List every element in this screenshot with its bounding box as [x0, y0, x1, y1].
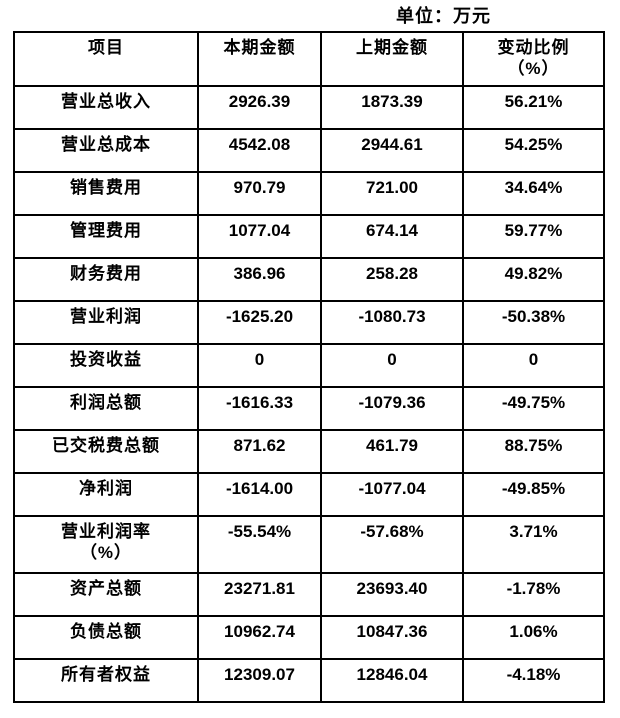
- row-current-value: 23271.81: [197, 572, 322, 617]
- row-previous-value: -57.68%: [320, 515, 464, 574]
- row-previous-value: 721.00: [320, 171, 464, 216]
- item-text: 投资收益: [70, 350, 142, 369]
- table-row-admin-expense: 管理费用 1077.04 674.14 59.77%: [13, 214, 605, 259]
- table-row-selling-expense: 销售费用 970.79 721.00 34.64%: [13, 171, 605, 216]
- item-text: 利润总额: [70, 393, 142, 412]
- row-previous-value: 674.14: [320, 214, 464, 259]
- row-item-label: 营业总收入: [13, 85, 199, 130]
- header-item: 项目: [13, 31, 199, 87]
- table-row-operating-profit: 营业利润 -1625.20 -1080.73 -50.38%: [13, 300, 605, 345]
- table-row-investment-income: 投资收益 0 0 0: [13, 343, 605, 388]
- row-current-value: 12309.07: [197, 658, 322, 703]
- row-previous-value: 10847.36: [320, 615, 464, 660]
- row-previous-value: 0: [320, 343, 464, 388]
- table-row-owners-equity: 所有者权益 12309.07 12846.04 -4.18%: [13, 658, 605, 703]
- row-item-label: 营业总成本: [13, 128, 199, 173]
- table-row-taxes-paid: 已交税费总额 871.62 461.79 88.75%: [13, 429, 605, 474]
- row-current-value: -55.54%: [197, 515, 322, 574]
- item-text: 营业利润率: [61, 522, 151, 541]
- row-change-value: 88.75%: [462, 429, 605, 474]
- row-current-value: 2926.39: [197, 85, 322, 130]
- item-text: 营业利润: [70, 307, 142, 326]
- row-item-label: 负债总额: [13, 615, 199, 660]
- row-item-label: 净利润: [13, 472, 199, 517]
- row-item-label: 利润总额: [13, 386, 199, 431]
- header-change-label-line2: （%）: [507, 59, 560, 78]
- header-change-ratio: 变动比例 （%）: [462, 31, 605, 87]
- row-change-value: 1.06%: [462, 615, 605, 660]
- row-change-value: 56.21%: [462, 85, 605, 130]
- table-row-total-assets: 资产总额 23271.81 23693.40 -1.78%: [13, 572, 605, 617]
- header-row: 项目 本期金额 上期金额 变动比例 （%）: [13, 31, 605, 87]
- row-item-label: 管理费用: [13, 214, 199, 259]
- item-text-line2: （%）: [79, 543, 133, 562]
- header-previous-label: 上期金额: [356, 38, 428, 57]
- row-previous-value: -1079.36: [320, 386, 464, 431]
- row-change-value: -1.78%: [462, 572, 605, 617]
- row-item-label: 销售费用: [13, 171, 199, 216]
- row-item-label: 营业利润率 （%）: [13, 515, 199, 574]
- item-text: 营业总收入: [61, 92, 151, 111]
- row-change-value: 54.25%: [462, 128, 605, 173]
- item-text: 营业总成本: [61, 135, 151, 154]
- item-text: 管理费用: [70, 221, 142, 240]
- item-text: 所有者权益: [61, 665, 151, 684]
- header-current-amount: 本期金额: [197, 31, 322, 87]
- row-current-value: 10962.74: [197, 615, 322, 660]
- row-previous-value: 2944.61: [320, 128, 464, 173]
- row-current-value: 4542.08: [197, 128, 322, 173]
- financial-comparison-table: 项目 本期金额 上期金额 变动比例 （%） 营业总收入: [13, 31, 605, 703]
- item-text: 净利润: [79, 479, 133, 498]
- table-row-operating-margin: 营业利润率 （%） -55.54% -57.68% 3.71%: [13, 515, 605, 574]
- row-change-value: 59.77%: [462, 214, 605, 259]
- table-row-total-cost: 营业总成本 4542.08 2944.61 54.25%: [13, 128, 605, 173]
- row-previous-value: 23693.40: [320, 572, 464, 617]
- row-change-value: 49.82%: [462, 257, 605, 302]
- row-current-value: -1616.33: [197, 386, 322, 431]
- row-item-label: 所有者权益: [13, 658, 199, 703]
- row-change-value: -4.18%: [462, 658, 605, 703]
- row-item-label: 投资收益: [13, 343, 199, 388]
- row-previous-value: 258.28: [320, 257, 464, 302]
- row-current-value: 0: [197, 343, 322, 388]
- row-previous-value: -1080.73: [320, 300, 464, 345]
- row-current-value: -1614.00: [197, 472, 322, 517]
- row-change-value: 3.71%: [462, 515, 605, 574]
- row-current-value: 970.79: [197, 171, 322, 216]
- row-previous-value: 1873.39: [320, 85, 464, 130]
- table-row-total-profit: 利润总额 -1616.33 -1079.36 -49.75%: [13, 386, 605, 431]
- table-row-finance-expense: 财务费用 386.96 258.28 49.82%: [13, 257, 605, 302]
- row-current-value: 871.62: [197, 429, 322, 474]
- row-previous-value: -1077.04: [320, 472, 464, 517]
- row-change-value: -49.75%: [462, 386, 605, 431]
- table-row-total-revenue: 营业总收入 2926.39 1873.39 56.21%: [13, 85, 605, 130]
- header-change-label: 变动比例: [497, 38, 570, 57]
- header-previous-amount: 上期金额: [320, 31, 464, 87]
- row-item-label: 财务费用: [13, 257, 199, 302]
- item-text: 已交税费总额: [52, 436, 160, 455]
- row-previous-value: 12846.04: [320, 658, 464, 703]
- row-previous-value: 461.79: [320, 429, 464, 474]
- header-item-label: 项目: [88, 38, 124, 57]
- item-text: 资产总额: [70, 579, 142, 598]
- row-change-value: 0: [462, 343, 605, 388]
- row-item-label: 资产总额: [13, 572, 199, 617]
- item-text: 销售费用: [70, 178, 142, 197]
- row-change-value: -49.85%: [462, 472, 605, 517]
- header-current-label: 本期金额: [223, 38, 296, 57]
- row-current-value: 1077.04: [197, 214, 322, 259]
- item-text: 财务费用: [70, 264, 142, 283]
- row-change-value: -50.38%: [462, 300, 605, 345]
- row-change-value: 34.64%: [462, 171, 605, 216]
- row-current-value: 386.96: [197, 257, 322, 302]
- item-text: 负债总额: [70, 622, 142, 641]
- row-current-value: -1625.20: [197, 300, 322, 345]
- unit-label: 单位：万元: [396, 6, 491, 26]
- row-item-label: 已交税费总额: [13, 429, 199, 474]
- table-row-net-profit: 净利润 -1614.00 -1077.04 -49.85%: [13, 472, 605, 517]
- table-row-total-liabilities: 负债总额 10962.74 10847.36 1.06%: [13, 615, 605, 660]
- row-item-label: 营业利润: [13, 300, 199, 345]
